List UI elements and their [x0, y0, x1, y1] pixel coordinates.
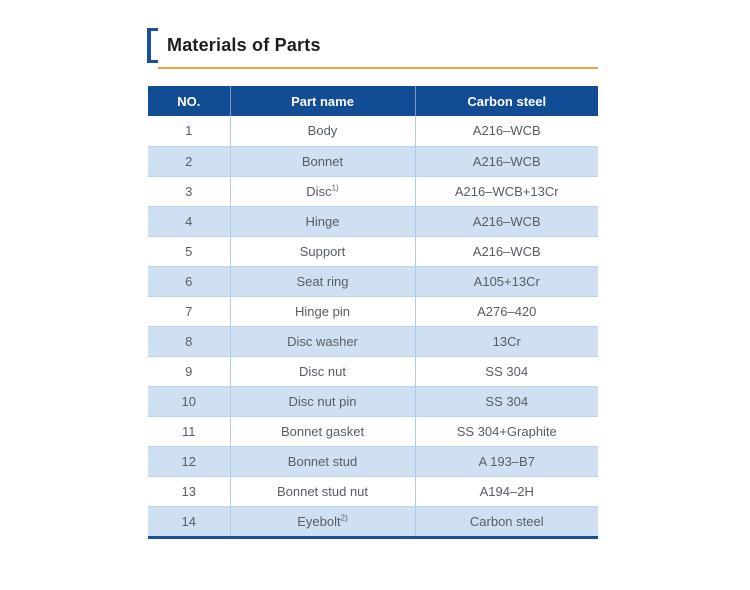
footnote-marker: 2)	[340, 513, 348, 523]
table-row: 12 Bonnet stud A 193–B7	[148, 446, 598, 477]
col-header-carbon-steel: Carbon steel	[415, 86, 598, 116]
part-name-cell: Bonnet	[230, 146, 416, 177]
part-name-cell: Disc1)	[230, 176, 416, 207]
title-underline	[158, 67, 598, 69]
part-name-cell: Eyebolt2)	[230, 506, 416, 536]
material-cell: SS 304+Graphite	[415, 416, 598, 447]
part-name-cell: Bonnet stud	[230, 446, 416, 477]
part-name-cell: Seat ring	[230, 266, 416, 297]
row-number-cell: 2	[148, 146, 231, 177]
part-name-cell: Disc nut	[230, 356, 416, 387]
col-header-part-name: Part name	[230, 86, 416, 116]
material-cell: A105+13Cr	[415, 266, 598, 297]
row-number-cell: 6	[148, 266, 231, 297]
table-row: 1 Body A216–WCB	[148, 116, 598, 147]
table-row: 11 Bonnet gasket SS 304+Graphite	[148, 416, 598, 447]
row-number-cell: 12	[148, 446, 231, 477]
row-number-cell: 8	[148, 326, 231, 357]
part-name-cell: Body	[230, 116, 416, 147]
part-name-cell: Disc washer	[230, 326, 416, 357]
table-row: 8 Disc washer 13Cr	[148, 326, 598, 357]
table-row: 5 Support A216–WCB	[148, 236, 598, 267]
material-cell: A 193–B7	[415, 446, 598, 477]
table-row: 9 Disc nut SS 304	[148, 356, 598, 387]
material-cell: A216–WCB	[415, 236, 598, 267]
row-number-cell: 13	[148, 476, 231, 507]
row-number-cell: 5	[148, 236, 231, 267]
material-cell: A194–2H	[415, 476, 598, 507]
part-name-cell: Support	[230, 236, 416, 267]
material-cell: A276–420	[415, 296, 598, 327]
part-name-cell: Bonnet gasket	[230, 416, 416, 447]
table-row: 3 Disc1) A216–WCB+13Cr	[148, 176, 598, 207]
row-number-cell: 9	[148, 356, 231, 387]
part-name-cell: Disc nut pin	[230, 386, 416, 417]
material-cell: SS 304	[415, 386, 598, 417]
table-row: 7 Hinge pin A276–420	[148, 296, 598, 327]
section-header: Materials of Parts	[147, 28, 321, 63]
table-row: 13 Bonnet stud nut A194–2H	[148, 476, 598, 507]
col-header-no: NO.	[148, 86, 231, 116]
footnote-marker: 1)	[331, 183, 339, 193]
material-cell: A216–WCB	[415, 146, 598, 177]
materials-table-container: NO. Part name Carbon steel 1 Body A216–WCB…	[148, 86, 598, 539]
row-number-cell: 10	[148, 386, 231, 417]
row-number-cell: 11	[148, 416, 231, 447]
table-row: 6 Seat ring A105+13Cr	[148, 266, 598, 297]
row-number-cell: 7	[148, 296, 231, 327]
table-row: 2 Bonnet A216–WCB	[148, 146, 598, 177]
table-header-row: NO. Part name Carbon steel	[148, 86, 598, 116]
material-cell: Carbon steel	[415, 506, 598, 536]
table-row: 14 Eyebolt2) Carbon steel	[148, 506, 598, 536]
material-cell: 13Cr	[415, 326, 598, 357]
row-number-cell: 14	[148, 506, 231, 536]
material-cell: A216–WCB	[415, 116, 598, 147]
part-name-cell: Hinge	[230, 206, 416, 237]
page-title: Materials of Parts	[167, 35, 321, 55]
material-cell: A216–WCB	[415, 206, 598, 237]
part-name-cell: Hinge pin	[230, 296, 416, 327]
materials-table: NO. Part name Carbon steel 1 Body A216–WCB…	[148, 86, 598, 536]
row-number-cell: 4	[148, 206, 231, 237]
row-number-cell: 1	[148, 116, 231, 147]
row-number-cell: 3	[148, 176, 231, 207]
title-bracket-icon	[147, 28, 158, 63]
table-row: 10 Disc nut pin SS 304	[148, 386, 598, 417]
material-cell: A216–WCB+13Cr	[415, 176, 598, 207]
material-cell: SS 304	[415, 356, 598, 387]
part-name-cell: Bonnet stud nut	[230, 476, 416, 507]
table-row: 4 Hinge A216–WCB	[148, 206, 598, 237]
